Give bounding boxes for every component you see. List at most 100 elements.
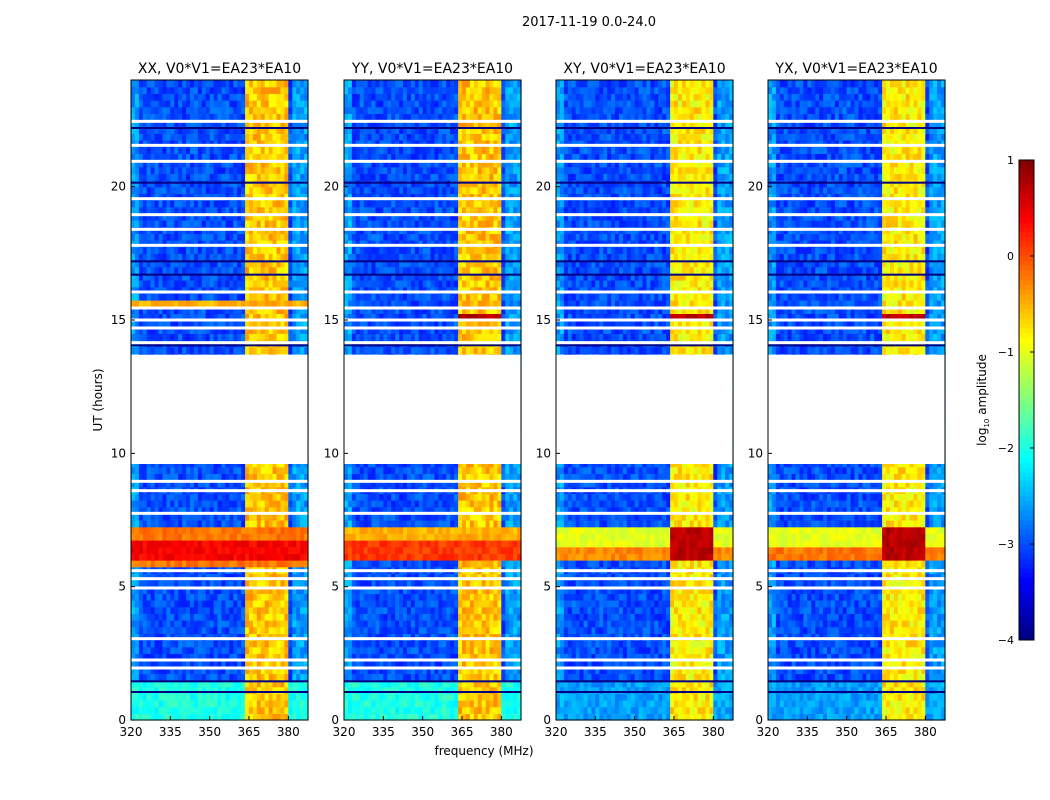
heatmap-cell bbox=[190, 140, 195, 148]
heatmap-cell bbox=[174, 613, 179, 621]
heatmap-cell bbox=[347, 680, 353, 688]
heatmap-cell bbox=[292, 613, 297, 621]
heatmap-cell bbox=[233, 280, 238, 288]
heatmap-cell bbox=[426, 660, 432, 668]
heatmap-cell bbox=[205, 700, 211, 708]
heatmap-cell bbox=[134, 640, 140, 648]
heatmap-cell bbox=[245, 553, 250, 561]
heatmap-cell bbox=[284, 133, 289, 141]
heatmap-cell bbox=[249, 493, 254, 501]
heatmap-cell bbox=[272, 666, 278, 674]
heatmap-cell bbox=[252, 326, 258, 334]
heatmap-cell bbox=[205, 693, 211, 701]
heatmap-cell bbox=[146, 533, 152, 541]
heatmap-cell bbox=[193, 480, 199, 488]
heatmap-cell bbox=[209, 520, 215, 528]
heatmap-cell bbox=[150, 606, 156, 614]
heatmap-cell bbox=[256, 160, 262, 168]
heatmap-cell bbox=[501, 660, 506, 668]
heatmap-cell bbox=[146, 513, 152, 521]
heatmap-cell bbox=[292, 126, 297, 134]
heatmap-cell bbox=[205, 540, 211, 548]
heatmap-cell bbox=[193, 260, 199, 268]
heatmap-cell bbox=[272, 506, 278, 514]
heatmap-cell bbox=[288, 653, 293, 661]
heatmap-cell bbox=[209, 193, 215, 201]
heatmap-cell bbox=[245, 493, 250, 501]
heatmap-cell bbox=[288, 686, 293, 694]
heatmap-cell bbox=[178, 246, 183, 254]
heatmap-cell bbox=[221, 593, 226, 601]
heatmap-cell bbox=[241, 146, 246, 154]
heatmap-cell bbox=[414, 660, 420, 668]
heatmap-cell bbox=[142, 266, 148, 274]
heatmap-cell bbox=[288, 146, 293, 154]
heatmap-cell bbox=[229, 513, 234, 521]
heatmap-cell bbox=[245, 466, 250, 474]
heatmap-cell bbox=[387, 693, 392, 701]
heatmap-cell bbox=[272, 713, 278, 721]
heatmap-cell bbox=[170, 620, 175, 628]
heatmap-cell bbox=[517, 713, 522, 721]
heatmap-cell bbox=[268, 693, 274, 701]
heatmap-cell bbox=[134, 586, 140, 594]
heatmap-cell bbox=[134, 513, 140, 521]
heatmap-cell bbox=[190, 306, 195, 314]
heatmap-cell bbox=[150, 213, 156, 221]
heatmap-cell bbox=[264, 620, 270, 628]
heatmap-cell bbox=[166, 346, 171, 354]
heatmap-cell bbox=[158, 260, 163, 268]
heatmap-cell bbox=[241, 160, 246, 168]
heatmap-cell bbox=[268, 93, 274, 101]
heatmap-cell bbox=[280, 286, 285, 294]
heatmap-cell bbox=[304, 620, 309, 628]
heatmap-cell bbox=[252, 573, 258, 581]
heatmap-cell bbox=[264, 526, 270, 534]
heatmap-cell bbox=[154, 620, 160, 628]
y-axis-label: UT (hours) bbox=[91, 368, 105, 431]
heatmap-cell bbox=[134, 186, 140, 194]
heatmap-cell bbox=[260, 526, 266, 534]
heatmap-cell bbox=[438, 666, 443, 674]
heatmap-cell bbox=[264, 293, 270, 301]
heatmap-cell bbox=[418, 633, 424, 641]
heatmap-cell bbox=[178, 166, 183, 174]
heatmap-cell bbox=[225, 306, 230, 314]
heatmap-cell bbox=[268, 193, 274, 201]
heatmap-cell bbox=[166, 506, 171, 514]
heatmap-cell bbox=[477, 640, 483, 648]
heatmap-cell bbox=[186, 526, 191, 534]
heatmap-cell bbox=[229, 126, 234, 134]
heatmap-cell bbox=[280, 246, 285, 254]
heatmap-cell bbox=[237, 593, 242, 601]
heatmap-cell bbox=[229, 133, 234, 141]
heatmap-cell bbox=[296, 320, 301, 328]
heatmap-cell bbox=[241, 80, 246, 88]
heatmap-cell bbox=[158, 153, 163, 161]
heatmap-cell bbox=[205, 480, 211, 488]
heatmap-cell bbox=[284, 266, 289, 274]
heatmap-cell bbox=[138, 553, 144, 561]
heatmap-cell bbox=[304, 713, 309, 721]
heatmap-cell bbox=[150, 313, 156, 321]
heatmap-cell bbox=[142, 666, 148, 674]
heatmap-cell bbox=[154, 213, 160, 221]
heatmap-cell bbox=[186, 700, 191, 708]
heatmap-cell bbox=[237, 520, 242, 528]
heatmap-cell bbox=[166, 660, 171, 668]
heatmap-cell bbox=[296, 240, 301, 248]
heatmap-cell bbox=[170, 520, 175, 528]
heatmap-cell bbox=[131, 660, 136, 668]
heatmap-cell bbox=[256, 646, 262, 654]
heatmap-cell bbox=[170, 213, 175, 221]
heatmap-cell bbox=[406, 706, 412, 714]
heatmap-cell bbox=[205, 206, 211, 214]
heatmap-cell bbox=[142, 153, 148, 161]
heatmap-cell bbox=[288, 473, 293, 481]
heatmap-cell bbox=[256, 273, 262, 281]
heatmap-cell bbox=[276, 633, 281, 641]
heatmap-cell bbox=[209, 206, 215, 214]
heatmap-cell bbox=[213, 86, 219, 94]
heatmap-cell bbox=[197, 300, 203, 308]
heatmap-cell bbox=[292, 240, 297, 248]
